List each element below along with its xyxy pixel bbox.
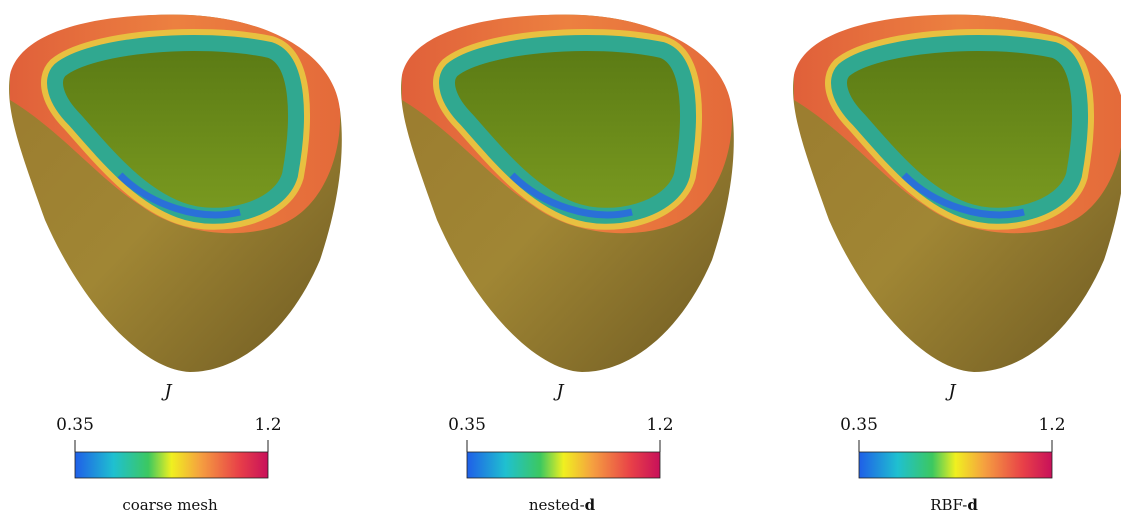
heart-render — [9, 15, 342, 372]
panel: J 0.35 1.2 nested-d — [401, 15, 734, 514]
variable-label: J — [944, 381, 957, 402]
colorbar-min: 0.35 — [840, 415, 878, 435]
colorbar-max: 1.2 — [646, 415, 673, 435]
caption: RBF-d — [930, 496, 978, 514]
variable-label: J — [160, 381, 173, 402]
colorbar — [859, 452, 1052, 478]
figure: J 0.35 1.2 coarse mesh J 0.35 1.2 nested-d J 0.35… — [0, 0, 1121, 518]
colorbar-min: 0.35 — [56, 415, 94, 435]
colorbar — [75, 452, 268, 478]
colorbar — [467, 452, 660, 478]
caption: nested-d — [529, 496, 596, 514]
variable-label: J — [552, 381, 565, 402]
caption-text: nested- — [529, 496, 585, 514]
heart-render — [401, 15, 734, 372]
heart-render — [793, 15, 1121, 372]
colorbar-max: 1.2 — [254, 415, 281, 435]
caption: coarse mesh — [122, 496, 218, 514]
caption-text: coarse mesh — [122, 496, 218, 514]
caption-bold: d — [585, 496, 596, 514]
colorbar-max: 1.2 — [1038, 415, 1065, 435]
caption-text: RBF- — [930, 496, 967, 514]
panel: J 0.35 1.2 coarse mesh — [9, 15, 342, 514]
caption-bold: d — [967, 496, 978, 514]
colorbar-min: 0.35 — [448, 415, 486, 435]
panel: J 0.35 1.2 RBF-d — [793, 15, 1121, 514]
